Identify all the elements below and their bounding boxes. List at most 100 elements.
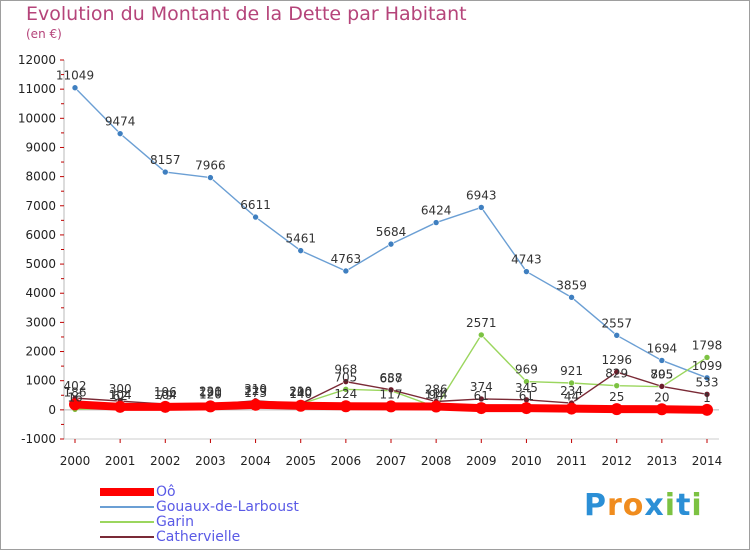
x-tick-label: 2009 bbox=[466, 454, 497, 468]
legend-swatch bbox=[100, 536, 154, 538]
data-label-oo: 20 bbox=[654, 390, 669, 404]
data-label-gouaux-de-larboust: 6943 bbox=[466, 188, 497, 202]
logo-letter: r bbox=[607, 488, 623, 523]
data-label-oo: 120 bbox=[199, 387, 222, 401]
y-tick-label: 6000 bbox=[25, 228, 56, 242]
point-gouaux-de-larboust bbox=[252, 213, 259, 221]
legend-label: Gouaux-de-Larboust bbox=[156, 499, 299, 515]
point-garin bbox=[703, 354, 711, 361]
point-garin bbox=[523, 378, 530, 385]
logo-letter: o bbox=[622, 488, 645, 523]
point-oo bbox=[339, 400, 352, 413]
data-label-cathervielle: 402 bbox=[64, 379, 87, 393]
data-label-garin: 229 bbox=[244, 384, 267, 398]
y-tick-label: 11000 bbox=[18, 82, 56, 96]
data-label-cathervielle: 968 bbox=[334, 363, 357, 377]
x-tick-label: 2008 bbox=[421, 454, 452, 468]
data-label-gouaux-de-larboust: 11049 bbox=[56, 69, 94, 83]
x-tick-label: 2006 bbox=[331, 454, 362, 468]
logo-letter: i bbox=[664, 488, 677, 523]
data-label-gouaux-de-larboust: 5461 bbox=[285, 232, 316, 246]
data-label-oo: 140 bbox=[289, 387, 312, 401]
data-label-garin: 220 bbox=[199, 384, 222, 398]
point-gouaux-de-larboust bbox=[613, 331, 621, 339]
y-tick-label: 12000 bbox=[18, 53, 56, 67]
y-tick-label: -1000 bbox=[21, 432, 56, 446]
x-tick-label: 2001 bbox=[105, 454, 136, 468]
x-tick-label: 2012 bbox=[601, 454, 632, 468]
point-cathervielle bbox=[658, 383, 666, 390]
x-tick-label: 2007 bbox=[376, 454, 407, 468]
data-label-oo: 44 bbox=[564, 390, 579, 404]
data-label-oo: 104 bbox=[109, 388, 132, 402]
data-label-gouaux-de-larboust: 6611 bbox=[240, 198, 271, 212]
point-gouaux-de-larboust bbox=[297, 247, 305, 254]
data-label-oo: 186 bbox=[64, 385, 87, 399]
data-label-gouaux-de-larboust: 7966 bbox=[195, 159, 226, 173]
chart-subtitle: (en €) bbox=[26, 27, 62, 41]
legend-item-gouaux-de-larboust: Gouaux-de-Larboust bbox=[100, 499, 299, 515]
point-oo bbox=[520, 402, 533, 415]
proxiti-logo: Proxiti bbox=[584, 488, 703, 523]
logo-letter: i bbox=[691, 488, 703, 523]
data-label-oo: 25 bbox=[609, 390, 624, 404]
data-label-cathervielle: 345 bbox=[515, 381, 538, 395]
point-gouaux-de-larboust bbox=[207, 174, 214, 181]
x-tick-label: 2000 bbox=[60, 454, 91, 468]
x-tick-label: 2014 bbox=[692, 454, 723, 468]
x-tick-label: 2003 bbox=[195, 454, 226, 468]
point-cathervielle bbox=[477, 395, 485, 403]
data-label-gouaux-de-larboust: 9474 bbox=[105, 115, 136, 129]
legend-item-garin: Garin bbox=[100, 514, 194, 530]
y-tick-label: 9000 bbox=[25, 140, 56, 154]
data-label-cathervielle: 533 bbox=[696, 375, 719, 389]
data-label-garin: 62 bbox=[113, 389, 128, 403]
data-label-cathervielle: 196 bbox=[154, 385, 177, 399]
data-label-garin: 200 bbox=[289, 385, 312, 399]
data-label-gouaux-de-larboust: 4743 bbox=[511, 253, 542, 267]
data-label-oo: 61 bbox=[474, 389, 489, 403]
point-gouaux-de-larboust bbox=[432, 219, 440, 226]
x-tick-label: 2002 bbox=[150, 454, 181, 468]
data-label-garin: 705 bbox=[334, 370, 357, 384]
legend-swatch bbox=[100, 488, 154, 496]
data-label-garin: 2571 bbox=[466, 316, 497, 330]
point-gouaux-de-larboust bbox=[523, 268, 530, 275]
data-label-garin: 79 bbox=[158, 389, 173, 403]
point-oo bbox=[610, 403, 623, 416]
data-label-oo: 61 bbox=[519, 389, 534, 403]
point-garin bbox=[477, 331, 485, 339]
x-tick-label: 2010 bbox=[511, 454, 542, 468]
y-tick-label: 2000 bbox=[25, 345, 56, 359]
point-cathervielle bbox=[387, 386, 395, 394]
data-label-gouaux-de-larboust: 2557 bbox=[601, 316, 632, 330]
y-tick-label: 8000 bbox=[25, 170, 56, 184]
data-label-garin: 969 bbox=[515, 363, 538, 377]
point-gouaux-de-larboust bbox=[387, 240, 395, 248]
point-oo bbox=[475, 402, 488, 415]
point-gouaux-de-larboust bbox=[568, 294, 575, 301]
data-label-garin: 1798 bbox=[692, 338, 723, 352]
y-tick-label: 1000 bbox=[25, 374, 56, 388]
legend-swatch bbox=[100, 521, 154, 523]
point-cathervielle bbox=[342, 378, 350, 385]
data-label-cathervielle: 805 bbox=[650, 367, 673, 381]
data-label-garin: 829 bbox=[605, 367, 628, 381]
y-tick-label: 5000 bbox=[25, 257, 56, 271]
point-gouaux-de-larboust bbox=[116, 130, 124, 137]
data-label-gouaux-de-larboust: 1694 bbox=[647, 341, 678, 355]
point-oo bbox=[655, 403, 668, 416]
data-label-cathervielle: 234 bbox=[560, 384, 583, 398]
legend-item-oo: Oô bbox=[100, 484, 176, 500]
data-label-gouaux-de-larboust: 6424 bbox=[421, 204, 452, 218]
point-oo bbox=[701, 403, 713, 416]
chart-title: Evolution du Montant de la Dette par Hab… bbox=[26, 3, 467, 25]
data-label-garin: 94 bbox=[429, 388, 444, 402]
x-tick-label: 2004 bbox=[240, 454, 271, 468]
data-label-gouaux-de-larboust: 4763 bbox=[331, 252, 362, 266]
point-oo bbox=[249, 398, 262, 411]
y-tick-label: 10000 bbox=[18, 111, 56, 125]
point-oo bbox=[114, 400, 127, 413]
